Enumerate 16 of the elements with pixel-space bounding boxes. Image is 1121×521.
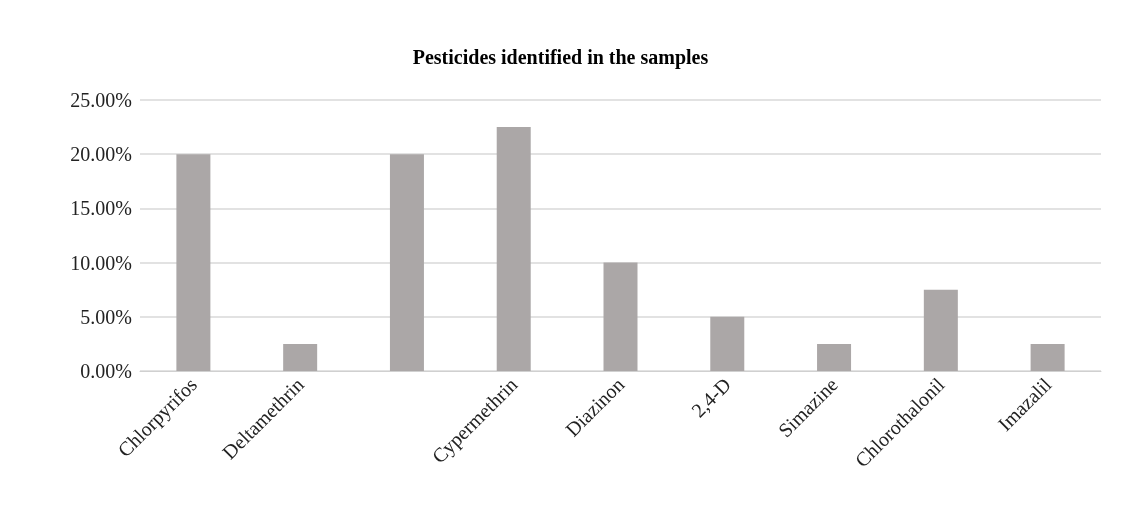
y-tick-label: 25.00%: [70, 89, 132, 111]
bar: [710, 316, 745, 371]
y-tick-label: 20.00%: [70, 143, 132, 166]
bar: [1030, 343, 1065, 371]
bar: [176, 154, 211, 371]
bar: [603, 262, 638, 371]
y-tick-label: 5.00%: [80, 305, 132, 328]
bar: [496, 127, 531, 371]
y-tick-label: 10.00%: [70, 251, 132, 274]
bar: [283, 343, 318, 371]
bar: [923, 289, 958, 371]
chart-title: Pesticides identified in the samples: [412, 46, 709, 69]
y-tick-label: 15.00%: [70, 197, 132, 220]
bar: [389, 154, 424, 371]
bar: [817, 343, 852, 371]
y-tick-label: 0.00%: [80, 360, 132, 382]
